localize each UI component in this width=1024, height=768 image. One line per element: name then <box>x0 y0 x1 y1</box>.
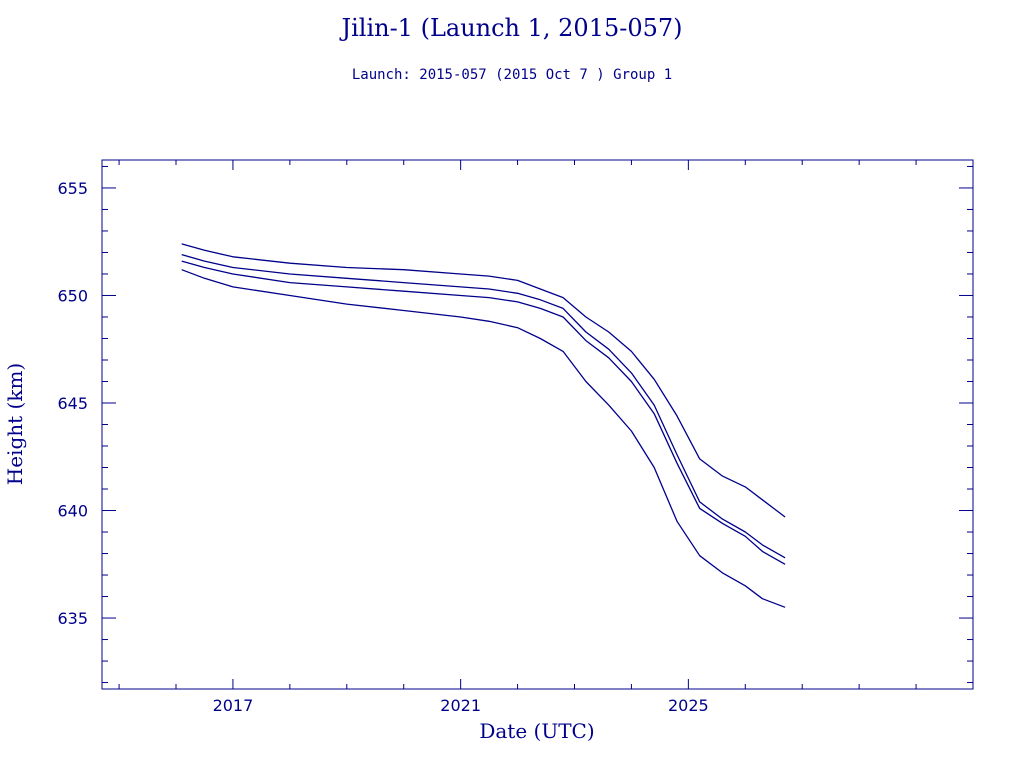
plot-frame <box>101 159 974 690</box>
y-axis-label: Height (km) <box>3 363 27 485</box>
series-line-4 <box>181 269 786 608</box>
series-line-1 <box>181 243 786 518</box>
y-tick-label: 635 <box>57 609 88 628</box>
x-axis-label: Date (UTC) <box>479 719 594 743</box>
series-group <box>181 243 786 608</box>
axis-ticks <box>102 160 974 689</box>
chart-subtitle: Launch: 2015-057 (2015 Oct 7 ) Group 1 <box>351 67 673 83</box>
y-tick-label: 645 <box>57 394 88 413</box>
chart-title: Jilin-1 (Launch 1, 2015-057) <box>341 14 683 42</box>
series-line-2 <box>181 253 786 559</box>
axis-tick-labels: 2017 2021 2025 635 640 645 650 655 <box>57 179 708 715</box>
x-tick-label: 2017 <box>213 696 254 715</box>
y-tick-label: 650 <box>57 286 88 305</box>
y-tick-label: 655 <box>57 179 88 198</box>
y-tick-label: 640 <box>57 502 88 521</box>
x-tick-label: 2025 <box>668 696 709 715</box>
x-tick-label: 2021 <box>440 696 481 715</box>
series-line-3 <box>181 260 786 565</box>
